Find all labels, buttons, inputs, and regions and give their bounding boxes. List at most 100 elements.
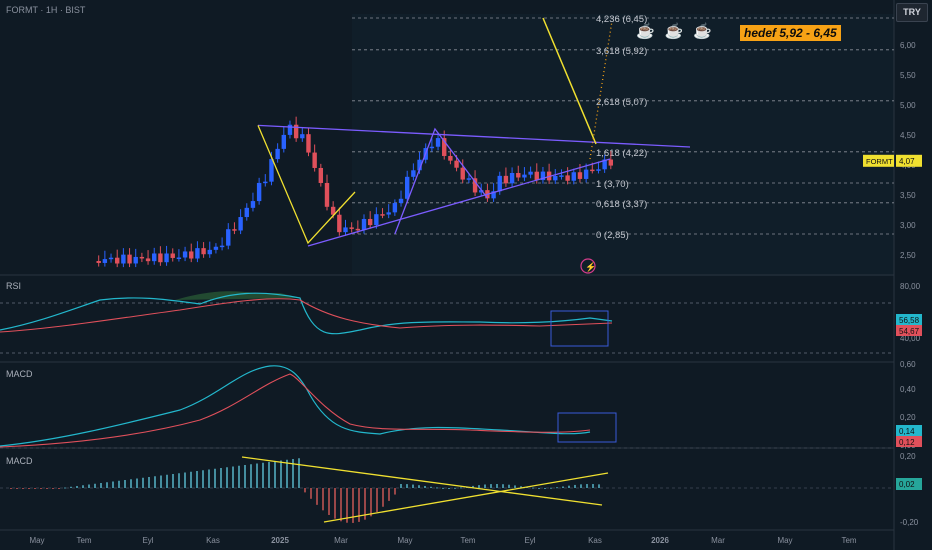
candle-body	[559, 175, 564, 177]
histogram-bar	[472, 485, 474, 488]
histogram-bar	[160, 475, 162, 488]
candle-body	[269, 159, 274, 182]
candle-body	[189, 251, 194, 259]
fib-label: 4,236 (6,45)	[596, 14, 647, 25]
pattern-wedge	[394, 127, 488, 235]
currency-button[interactable]: TRY	[896, 3, 928, 22]
candle-body	[275, 148, 280, 160]
histogram-bar	[22, 488, 24, 489]
histogram-bar	[556, 487, 558, 489]
candle-body	[164, 253, 169, 263]
histogram-bar	[316, 488, 318, 505]
candle-body	[232, 229, 237, 231]
histogram-bar	[544, 487, 546, 489]
histogram-bar	[514, 485, 516, 488]
rsi-ma-text: 54,67	[899, 327, 920, 336]
histogram-bar	[166, 474, 168, 488]
histogram-trendline-down	[241, 456, 603, 506]
histogram-bar	[190, 471, 192, 488]
candle-body	[565, 175, 570, 181]
histogram-bar	[250, 464, 252, 488]
time-tick-label: Kas	[206, 536, 220, 545]
histogram-bar	[502, 484, 504, 488]
candle-body	[250, 201, 256, 208]
candle-body	[448, 155, 453, 161]
time-tick-label: 2026	[651, 536, 669, 545]
histogram-bar	[172, 474, 174, 488]
candle-body	[306, 134, 311, 153]
flash-icon	[580, 258, 596, 274]
candle-body	[596, 169, 601, 171]
candle-body	[386, 212, 391, 215]
candle-body	[287, 124, 293, 135]
ticker-value-tag	[896, 154, 922, 167]
histogram-value-text: 0,02	[899, 480, 915, 489]
histogram-bar	[568, 485, 570, 488]
candle-body	[108, 257, 114, 260]
histogram-bar	[382, 488, 384, 507]
histogram-bar	[592, 484, 594, 488]
rsi-line	[0, 292, 613, 335]
candle-body	[256, 182, 262, 202]
yellow-swing-lines	[257, 125, 356, 245]
candle-body	[380, 214, 385, 216]
flash-icon-glyph: ⚡	[585, 261, 596, 273]
symbol-title: FORMT · 1H · BIST	[6, 5, 86, 15]
candle-body	[540, 171, 546, 181]
histogram-bar	[490, 484, 492, 488]
candle-body	[590, 169, 595, 172]
histogram-bar	[310, 488, 312, 499]
price-tick-label: 6,00	[900, 41, 916, 50]
time-tick-label: Eyl	[524, 536, 535, 545]
fib-label: 1 (3,70)	[596, 179, 629, 190]
ticker-name-text: FORMT	[866, 157, 893, 166]
histogram-bar	[256, 463, 258, 488]
candle-body	[152, 253, 157, 262]
histogram-bar	[562, 486, 564, 488]
histogram-bar	[28, 488, 30, 489]
drawings: ⚡	[257, 17, 691, 274]
candle-body	[479, 190, 484, 193]
histogram-bar	[16, 488, 18, 489]
candle-body	[213, 246, 219, 250]
rsi-value-text: 56,58	[899, 316, 920, 325]
candle-body	[115, 257, 120, 264]
candle-body	[571, 172, 576, 181]
histogram-bar	[364, 488, 366, 520]
histogram-bar	[100, 483, 102, 488]
price-tick-label: 3,50	[900, 191, 916, 200]
indicators	[0, 291, 894, 523]
histogram-bar	[406, 484, 408, 488]
histogram-bar	[484, 484, 486, 488]
histogram-bar	[70, 486, 72, 488]
histogram-bar	[112, 481, 114, 488]
histogram-bar	[298, 458, 300, 488]
candle-body	[491, 191, 496, 199]
candle-body	[226, 229, 231, 246]
histogram-pane-label: MACD	[6, 456, 33, 466]
time-tick-label: Tem	[76, 536, 91, 545]
histogram-bar	[136, 478, 138, 488]
histogram-bar	[88, 484, 90, 488]
histogram-bar	[40, 488, 42, 489]
histogram-bar	[394, 488, 396, 495]
target-label: hedef 5,92 - 6,45	[740, 25, 841, 41]
candle-body	[435, 138, 441, 147]
fib-label: 1,618 (4,22)	[596, 148, 647, 159]
candle-body	[608, 159, 614, 166]
histogram-bar	[46, 488, 48, 489]
rsi-ma-line	[0, 298, 613, 333]
candle-body	[176, 257, 182, 260]
candle-body	[367, 218, 373, 226]
fib-label: 0,618 (3,37)	[596, 199, 647, 210]
rsi-tick-label: 80,00	[900, 282, 921, 291]
candle-body	[583, 169, 589, 179]
macd-pane-label: MACD	[6, 369, 33, 379]
histogram-bar	[304, 488, 306, 493]
histogram-bar	[442, 487, 444, 489]
macd-tick-label: 0,40	[900, 385, 916, 394]
histogram-bar	[400, 484, 402, 488]
histogram-bar	[142, 477, 144, 488]
candle-body	[96, 261, 101, 263]
